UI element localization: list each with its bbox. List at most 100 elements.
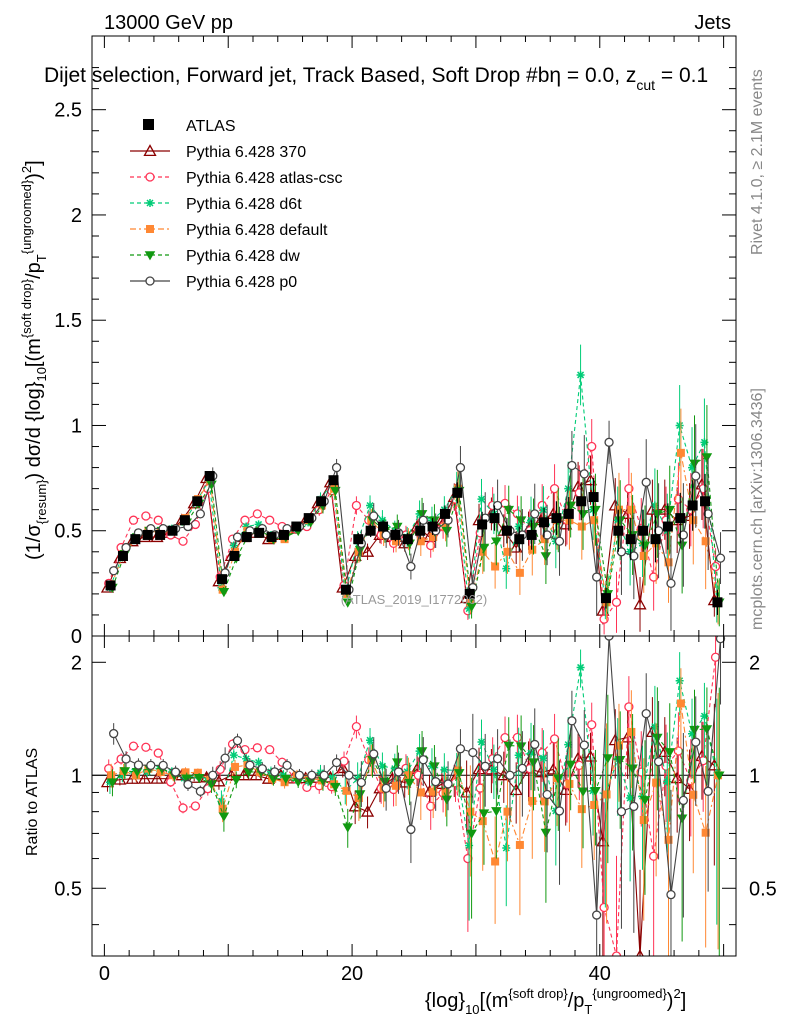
series-3-ratio-point bbox=[614, 741, 623, 750]
series-4-ratio-point bbox=[330, 782, 341, 793]
series-1-point bbox=[611, 597, 622, 607]
atlas-point bbox=[464, 588, 475, 599]
atlas-point bbox=[278, 529, 289, 540]
chart-title-rest: = 0.1 bbox=[655, 64, 708, 87]
series-4-ratio-point bbox=[577, 787, 589, 797]
series-1-ratio-point bbox=[512, 732, 523, 743]
series-2-point bbox=[514, 522, 523, 531]
series-4-ratio-point bbox=[515, 742, 527, 752]
series-5-ratio-point bbox=[331, 757, 342, 768]
series-2-ratio-point bbox=[576, 663, 585, 672]
series-5-ratio-point bbox=[703, 786, 713, 796]
atlas-point bbox=[427, 521, 438, 532]
series-5-point bbox=[703, 509, 713, 519]
atlas-point bbox=[155, 529, 166, 540]
series-3-ratio-point bbox=[491, 857, 500, 866]
series-5-point bbox=[592, 572, 602, 582]
series-2-point bbox=[688, 463, 697, 472]
series-1-ratio-point bbox=[252, 743, 262, 753]
series-3-ratio-point bbox=[107, 771, 116, 780]
mcplots-label: mcplots.cern.ch [arXiv:1306.3436] bbox=[749, 388, 766, 630]
analysis-watermark: (ATLAS_2019_I1772062) bbox=[341, 592, 487, 607]
series-1-ratio-point bbox=[710, 652, 721, 662]
series-2-ratio-point bbox=[688, 729, 697, 738]
series-4-point bbox=[689, 459, 700, 469]
series-5-point bbox=[492, 500, 503, 511]
series-3-point bbox=[664, 558, 673, 567]
ratio-y-tick-label: 1 bbox=[71, 765, 82, 787]
y-tick-label: 2 bbox=[71, 205, 82, 227]
atlas-point bbox=[613, 525, 624, 536]
series-1-point bbox=[153, 515, 163, 525]
series-4-point bbox=[342, 598, 354, 608]
series-5-ratio-point bbox=[505, 770, 515, 780]
legend-atlas-label: ATLAS bbox=[186, 118, 236, 135]
series-4-ratio-point bbox=[404, 778, 415, 788]
series-5-ratio-point bbox=[468, 747, 478, 758]
series-4-ratio-point bbox=[714, 771, 725, 781]
atlas-point bbox=[539, 517, 550, 528]
atlas-point bbox=[402, 534, 413, 545]
series-4-ratio-point bbox=[466, 829, 477, 839]
series-4-ratio-point bbox=[565, 760, 576, 770]
series-4-ratio-point bbox=[627, 764, 638, 774]
legend-label-0: Pythia 6.428 370 bbox=[186, 144, 306, 161]
series-2-ratio-point bbox=[514, 751, 523, 760]
series-3-ratio-point bbox=[689, 790, 698, 799]
series-5-point bbox=[641, 477, 651, 487]
series-5-ratio-point bbox=[530, 739, 540, 750]
series-4-ratio-point bbox=[491, 807, 502, 817]
y-tick-label: 0 bbox=[71, 626, 82, 648]
series-5-ratio-point bbox=[715, 636, 726, 644]
series-3-point bbox=[429, 533, 438, 542]
series-5-ratio-point bbox=[455, 744, 466, 754]
chart-title-cut: cut bbox=[636, 77, 655, 93]
series-2-ratio-point bbox=[366, 736, 375, 745]
series-0-ratio-point bbox=[360, 804, 375, 817]
y-tick-label: 1.5 bbox=[54, 310, 82, 332]
series-0-point bbox=[360, 544, 375, 557]
series-5-ratio-point bbox=[257, 764, 267, 774]
series-3-ratio-point bbox=[466, 807, 475, 816]
series-5-point bbox=[331, 462, 342, 473]
series-1-ratio-point bbox=[128, 741, 139, 751]
series-2-ratio-point bbox=[217, 797, 226, 806]
series-3-line bbox=[110, 452, 719, 603]
series-0-ratio-point bbox=[509, 783, 523, 796]
atlas-point bbox=[353, 534, 364, 545]
series-5-ratio-point bbox=[282, 760, 292, 771]
atlas-point bbox=[650, 534, 661, 545]
series-5-ratio-point bbox=[170, 767, 181, 777]
atlas-point bbox=[192, 496, 203, 507]
series-1-point bbox=[710, 561, 721, 572]
series-4-ratio-point bbox=[639, 796, 651, 806]
atlas-point bbox=[501, 525, 512, 536]
series-3-ratio-point bbox=[156, 767, 165, 776]
series-5-ratio-point bbox=[220, 753, 230, 763]
series-4-ratio-point bbox=[553, 774, 564, 784]
series-5-ratio-point bbox=[691, 737, 701, 747]
series-4-ratio-point bbox=[429, 762, 440, 772]
ratio-y-tick-label-right: 1 bbox=[749, 765, 760, 787]
atlas-point bbox=[477, 519, 488, 530]
atlas-point bbox=[588, 492, 599, 503]
series-1-point bbox=[252, 509, 262, 519]
legend-marker-2 bbox=[146, 199, 154, 207]
series-3-point bbox=[528, 545, 537, 554]
series-3-ratio-point bbox=[280, 778, 289, 787]
y-tick-label: 2.5 bbox=[54, 100, 82, 122]
ratio-y-tick-label: 0.5 bbox=[54, 878, 82, 900]
series-3-ratio-point bbox=[639, 816, 648, 825]
series-2-point bbox=[502, 564, 511, 573]
series-1-ratio-point bbox=[265, 745, 275, 755]
series-2-point bbox=[229, 541, 238, 550]
series-2-ratio-point bbox=[378, 762, 387, 771]
series-2-ratio-point bbox=[477, 738, 486, 747]
series-4-ratio-point bbox=[354, 790, 366, 800]
atlas-point bbox=[204, 471, 215, 481]
atlas-point bbox=[291, 521, 302, 532]
series-3-ratio-point bbox=[392, 781, 401, 790]
series-2-ratio-point bbox=[465, 841, 474, 850]
atlas-point bbox=[625, 534, 636, 545]
